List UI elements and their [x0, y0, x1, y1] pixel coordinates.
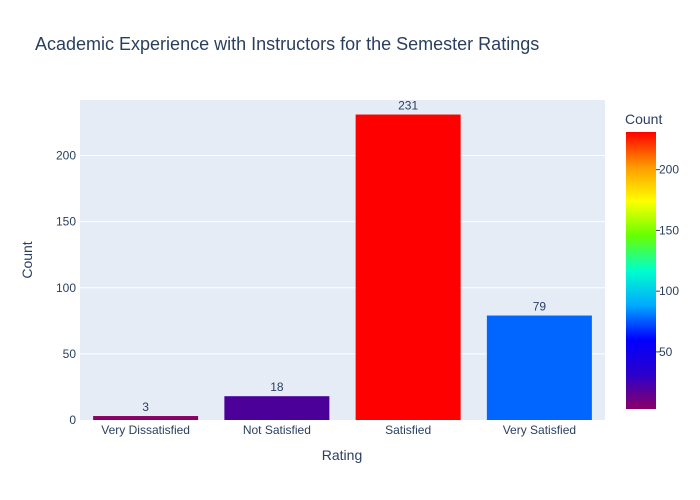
- colorbar-tick-label: 100: [659, 284, 679, 298]
- colorbar-tick-label: 200: [659, 163, 679, 177]
- chart-title: Academic Experience with Instructors for…: [35, 34, 539, 54]
- x-tick-label: Satisfied: [385, 423, 431, 437]
- colorbar-ticks: 50 100 150 200: [656, 163, 679, 359]
- colorbar-gradient: [626, 132, 656, 409]
- y-axis-title: Count: [19, 241, 35, 278]
- bar: [355, 114, 461, 420]
- y-axis-ticks: 0 50 100 150 200: [56, 149, 76, 427]
- x-axis-ticks: Very Dissatisfied Not Satisfied Satisfied V…: [101, 423, 576, 437]
- bar: [224, 396, 330, 420]
- x-tick-label: Very Dissatisfied: [101, 423, 190, 437]
- bars-group: 3 18 231 79: [93, 99, 592, 420]
- colorbar-title: Count: [625, 111, 662, 127]
- y-tick-label: 100: [56, 281, 76, 295]
- bar-value-label: 231: [398, 99, 418, 113]
- colorbar-tick-label: 50: [659, 345, 673, 359]
- bar: [486, 315, 592, 420]
- bar-value-label: 3: [142, 400, 149, 414]
- y-tick-label: 200: [56, 149, 76, 163]
- x-tick-label: Very Satisfied: [503, 423, 576, 437]
- bar-value-label: 18: [270, 380, 284, 394]
- colorbar-tick-label: 150: [659, 223, 679, 237]
- y-tick-label: 150: [56, 215, 76, 229]
- bar: [93, 416, 199, 420]
- colorbar: Count 50 100 150 200: [625, 111, 679, 409]
- x-axis-title: Rating: [322, 447, 362, 463]
- bar-value-label: 79: [533, 300, 547, 314]
- y-tick-label: 50: [63, 347, 77, 361]
- y-tick-label: 0: [69, 413, 76, 427]
- x-tick-label: Not Satisfied: [243, 423, 311, 437]
